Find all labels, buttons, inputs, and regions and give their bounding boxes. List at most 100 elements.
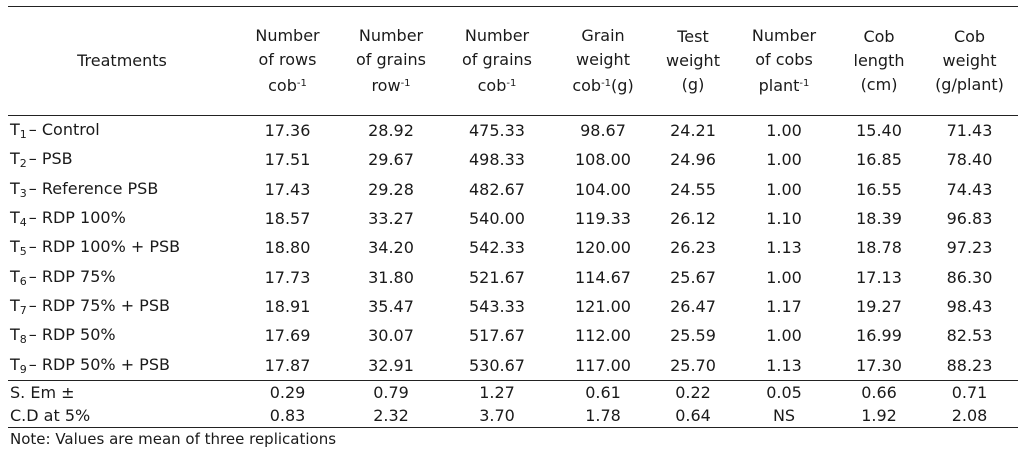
stat-value-cell: 0.79 [373,382,409,402]
stat-value-cell: NS [772,405,796,425]
treatment-name-cell: T2– PSB [8,145,236,174]
table-row: T8– RDP 50% 17.69 30.07 517.67 112.00 25.59 1.… [8,321,1018,350]
treatment-symbol: T [10,266,20,286]
treatment-index: 2 [19,157,27,171]
header-line: Grain [581,26,625,45]
header-line: Number [751,26,817,45]
treatment-name-cell: T6– RDP 75% [8,262,236,291]
table-body: T1– Control 17.36 28.92 475.33 98.67 24.21 1.0… [8,116,1018,428]
table-row: T2– PSB 17.51 29.67 498.33 108.00 24.96 1.00 16… [8,145,1018,174]
treatment-symbol: T [10,325,20,345]
value-cell: 74.43 [946,179,993,199]
value-cell: 482.67 [469,179,525,199]
column-header: Number of grains cob-1 [443,7,551,116]
value-cell: 17.73 [264,267,311,287]
value-cell: 1.17 [766,296,802,316]
table-row: T5– RDP 100% + PSB 18.80 34.20 542.33 120.00… [8,233,1018,262]
treatment-label: – RDP 50% + PSB [28,354,170,374]
stat-value-cell: 1.78 [585,405,621,425]
header-line: Cob [953,27,986,46]
value-cell: 18.39 [856,209,902,229]
table-row: T3– Reference PSB 17.43 29.28 482.67 104.00 2… [8,175,1018,204]
value-cell: 82.53 [946,326,993,346]
unit-superscript: -1 [799,78,810,89]
treatment-label: – Control [28,120,100,140]
value-cell: 17.51 [264,150,311,170]
value-cell: 1.13 [766,355,802,375]
value-cell: 29.28 [368,179,414,199]
header-line-with-unit: cob-1(g) [551,72,655,98]
header-line-with-unit: plant-1 [731,72,837,98]
value-cell: 25.59 [670,326,716,346]
value-cell: 1.00 [766,121,802,141]
value-cell: 86.30 [946,267,993,287]
table-row: T1– Control 17.36 28.92 475.33 98.67 24.21 1.0… [8,116,1018,146]
unit-superscript: -1 [400,78,411,89]
value-cell: 117.00 [575,355,631,375]
treatment-symbol: T [10,354,20,374]
value-cell: 1.10 [766,209,802,229]
value-cell: 33.27 [368,209,414,229]
header-line: of rows [258,50,317,69]
treatment-symbol: T [10,178,20,198]
value-cell: 24.55 [670,179,716,199]
header-line: weight [942,51,997,70]
treatment-index: 6 [19,274,27,288]
header-line: of grains [356,50,426,69]
treatment-index: 8 [19,333,27,347]
value-cell: 30.07 [368,326,414,346]
treatment-name-cell: T5– RDP 100% + PSB [8,233,236,262]
value-cell: 1.00 [766,179,802,199]
value-cell: 17.43 [264,179,311,199]
value-cell: 498.33 [469,150,525,170]
treatment-index: 5 [19,245,27,259]
header-line-with-unit: row-1 [339,72,443,98]
value-cell: 17.30 [856,355,902,375]
header-line: of cobs [755,50,813,69]
treatment-index: 3 [19,186,27,200]
value-cell: 16.85 [856,150,902,170]
treatment-symbol: T [10,208,20,228]
column-header: Cob length (cm) [837,7,921,116]
value-cell: 521.67 [469,267,525,287]
value-cell: 26.12 [670,209,716,229]
treatment-symbol: T [10,237,20,257]
value-cell: 16.55 [856,179,902,199]
value-cell: 1.13 [766,238,802,258]
treatment-label: – RDP 100% [28,208,126,228]
stat-value-cell: 2.08 [951,405,988,425]
header-line: length [853,51,905,70]
header-line: Test [677,27,709,46]
value-cell: 121.00 [575,296,631,316]
value-cell: 17.69 [264,326,311,346]
treatment-symbol: T [10,295,20,315]
value-cell: 98.43 [946,296,993,316]
header-line: Treatments [77,51,167,70]
value-cell: 26.23 [670,238,716,258]
header-line: (g/plant) [935,75,1004,94]
stat-value-cell: 0.22 [675,382,711,402]
value-cell: 88.23 [946,355,993,375]
stat-value-cell: 1.92 [861,405,897,425]
stat-value-cell: 0.29 [269,382,306,402]
value-cell: 18.91 [264,296,311,316]
value-cell: 98.67 [580,121,626,141]
treatment-label: – RDP 75% + PSB [28,295,170,315]
stat-label: S. Em ± [10,382,75,402]
value-cell: 34.20 [368,238,414,258]
value-cell: 517.67 [469,326,525,346]
value-cell: 540.00 [469,209,525,229]
stat-row: S. Em ± 0.29 0.79 1.27 0.61 0.22 0.05 0.66 0.71 [8,380,1018,404]
header-line: Cob [863,27,895,46]
unit-superscript: -1 [296,78,307,89]
column-header: Number of rows cob-1 [236,7,339,116]
value-cell: 18.57 [264,209,311,229]
header-line: Number [255,26,320,45]
header-line-with-unit: cob-1 [443,72,551,98]
header-line: row [371,76,401,95]
value-cell: 543.33 [469,296,525,316]
unit-superscript: -1 [601,78,612,89]
value-cell: 16.99 [856,326,902,346]
value-cell: 530.67 [469,355,525,375]
treatment-label: – PSB [28,149,73,169]
